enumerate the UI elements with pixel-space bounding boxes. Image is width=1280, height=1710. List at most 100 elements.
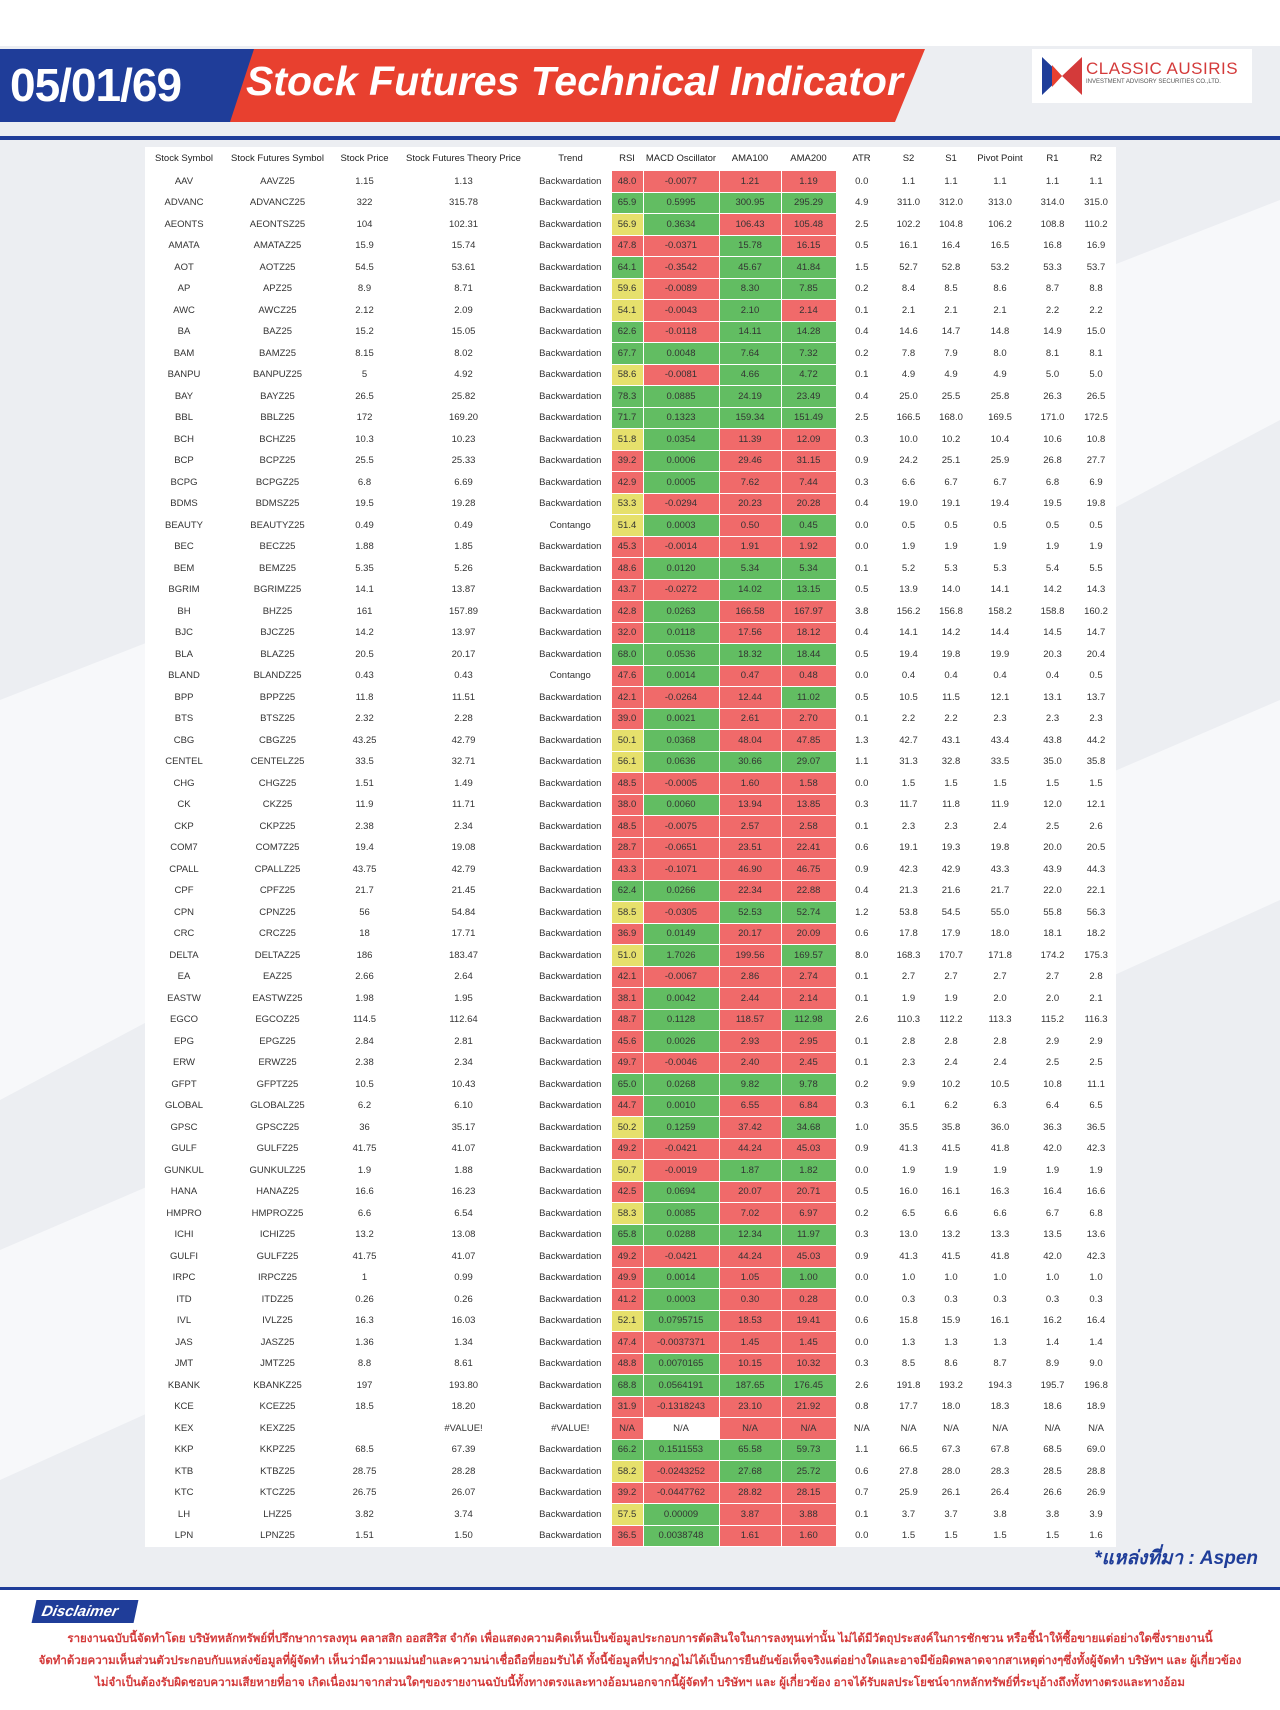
table-cell: 15.05 [451,326,476,338]
table-cell: Backwardation [539,541,602,553]
table-cell: 16.2 [1043,1315,1062,1327]
table-cell: GULF [171,1143,197,1155]
table-cell: 6.6 [993,1207,1007,1219]
table-cell: 7.64 [718,342,782,365]
table-cell: 6.8 [1045,476,1060,488]
table-cell: 0.6 [855,928,869,940]
table-cell: 29.46 [718,449,782,472]
table-cell: 2.7 [993,971,1007,983]
table-cell: 17.8 [899,928,918,940]
table-cell: 13.85 [780,793,837,816]
logo: CLASSIC AUSIRIS INVESTMENT ADVISORY SECU… [1032,49,1252,103]
table-cell: 0.0536 [642,643,720,666]
table-cell: 2.4 [993,820,1007,832]
table-cell: Backwardation [539,1143,602,1155]
table-cell: 11.7 [899,799,918,811]
table-row: KKP KKPZ25 68.5 67.39 Backwardation 66.2 0.151… [145,1438,1115,1461]
table-cell: 20.5 [1086,842,1106,854]
table-cell: AOTZ25 [259,261,296,273]
table-cell: 110.3 [896,1014,921,1026]
table-cell: 0.4 [855,326,869,338]
table-cell: 1.1 [855,756,869,768]
table-cell: 0.3 [855,1100,869,1112]
table-cell: 314.0 [1040,197,1065,209]
table-cell: 1.7026 [642,944,720,967]
table-cell: 28.0 [941,1465,961,1477]
table-cell: 62.6 [610,320,644,343]
table-cell: 166.5 [896,412,921,424]
table-cell: 20.17 [451,648,476,660]
table-cell: 32.8 [941,756,961,768]
table-cell: AMATAZ25 [253,240,302,252]
table-cell: 54.84 [451,906,476,918]
table-cell: 6.5 [1089,1100,1103,1112]
table-cell: 21.7 [990,885,1010,897]
table-cell: -0.0075 [642,815,720,838]
table-cell: 2.6 [1089,820,1103,832]
table-cell: 2.6 [855,1379,869,1391]
table-cell: 3.8 [993,1508,1007,1520]
table-cell: 2.5 [1045,1057,1060,1069]
table-cell: 191.8 [896,1379,921,1391]
logo-subtitle: INVESTMENT ADVISORY SECURITIES CO.,LTD. [1086,79,1221,85]
table-cell: 0.8 [855,1401,869,1413]
table-cell: 1.5 [944,1530,958,1542]
table-cell: 1.5 [1045,777,1060,789]
table-cell: 4.9 [944,369,958,381]
table-cell: 59.6 [610,277,644,300]
table-row: HANA HANAZ25 16.6 16.23 Backwardation 42.5 0.0… [145,1180,1115,1203]
table-cell: 14.28 [780,320,837,343]
table-cell: 7.02 [718,1202,782,1225]
table-cell: 22.34 [718,879,782,902]
table-cell: EAZ25 [262,971,293,983]
table-cell: 0.5 [1089,670,1103,682]
table-cell: 5.0 [1089,369,1103,381]
table-cell: 5.4 [1045,562,1060,574]
table-cell: IVLZ25 [262,1315,293,1327]
table-cell: 0.00009 [642,1503,720,1526]
table-cell: 53.3 [1043,261,1062,273]
table-cell: 1.13 [454,175,473,187]
table-cell: 25.72 [780,1460,837,1483]
table-cell: 0.3 [855,1229,869,1241]
table-cell: BTS [174,713,194,725]
table-cell: 1.51 [355,1530,374,1542]
table-cell: Backwardation [539,799,602,811]
table-cell: 7.44 [780,471,837,494]
table-cell: 10.5 [355,1078,374,1090]
table-cell: 2.57 [718,815,782,838]
table-cell: 168.3 [896,949,921,961]
table-cell: Backwardation [539,1272,602,1284]
table-cell: 47.4 [610,1331,644,1354]
table-cell: 13.9 [899,584,918,596]
table-cell: -0.0089 [642,277,720,300]
table-cell: 0.5 [944,519,958,531]
table-cell: 8.6 [993,283,1007,295]
table-cell: 39.2 [610,449,644,472]
table-cell: 11.9 [991,799,1009,811]
table-cell: 312.0 [939,197,963,209]
table-cell: BEMZ25 [259,562,296,574]
table-cell: N/A [1088,1422,1104,1434]
table-cell: 58.2 [610,1460,644,1483]
table-cell: 32.0 [610,621,644,644]
table-cell: CK [177,799,191,811]
table-cell: -0.0077 [642,170,720,193]
table-row: EASTW EASTWZ25 1.98 1.95 Backwardation 38.1 0.… [145,987,1115,1010]
disclaimer-label: Disclaimer [31,1600,139,1623]
table-cell: 2.1 [1089,992,1103,1004]
table-cell: 0.0 [855,777,869,789]
table-cell: -0.0371 [642,234,720,257]
table-cell: 62.4 [610,879,644,902]
table-cell: KBANK [167,1379,201,1391]
table-cell: 311.0 [896,197,921,209]
table-cell: 8.4 [901,283,916,295]
table-cell: N/A [1044,1422,1061,1434]
table-cell: 1.5 [901,777,916,789]
header-rule [0,136,1280,140]
table-cell: 0.3 [901,1293,916,1305]
table-cell: 0.1 [855,1057,869,1069]
table-cell: 6.97 [780,1202,837,1225]
table-cell: 22.1 [1086,885,1106,897]
table-cell: 16.1 [941,1186,961,1198]
